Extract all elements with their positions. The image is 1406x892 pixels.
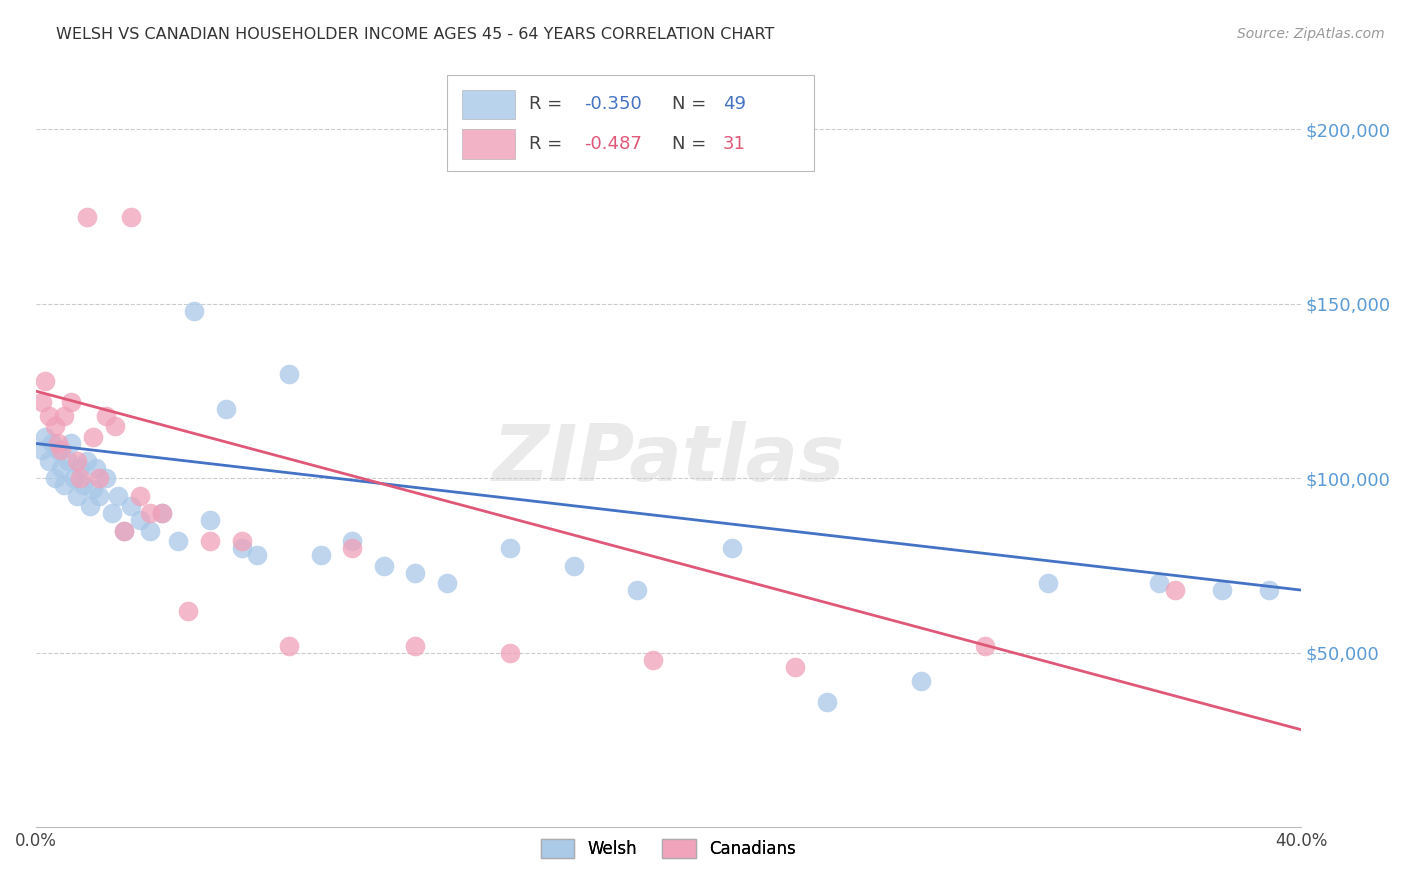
Point <box>46 436 69 450</box>
Point <box>167 534 190 549</box>
Point <box>373 558 395 573</box>
Point <box>436 576 458 591</box>
Point <box>59 436 82 450</box>
Point <box>46 443 69 458</box>
Point <box>720 541 742 556</box>
Point <box>139 506 162 520</box>
Point <box>1036 576 1059 591</box>
Point <box>84 461 107 475</box>
Point <box>562 558 585 573</box>
Point <box>198 513 221 527</box>
Point <box>72 478 94 492</box>
Point <box>41 436 63 450</box>
Point <box>82 429 104 443</box>
Point <box>215 401 238 416</box>
Point <box>120 500 142 514</box>
FancyBboxPatch shape <box>447 75 814 171</box>
Point <box>69 461 91 475</box>
Text: -0.487: -0.487 <box>583 135 641 153</box>
Point <box>973 639 995 653</box>
Text: Source: ZipAtlas.com: Source: ZipAtlas.com <box>1237 27 1385 41</box>
Point <box>114 524 136 538</box>
Point <box>129 513 152 527</box>
FancyBboxPatch shape <box>463 129 516 159</box>
Text: R =: R = <box>529 135 568 153</box>
Point <box>278 639 301 653</box>
Point <box>53 409 76 423</box>
Point <box>342 541 364 556</box>
Point <box>152 506 174 520</box>
Point <box>1163 583 1185 598</box>
Text: N =: N = <box>672 135 713 153</box>
Point <box>82 482 104 496</box>
Point <box>1147 576 1170 591</box>
Point <box>63 471 86 485</box>
Point <box>34 429 56 443</box>
Point <box>51 461 73 475</box>
Point <box>31 443 53 458</box>
Point <box>1258 583 1281 598</box>
Point <box>34 374 56 388</box>
Point <box>79 500 101 514</box>
Point <box>51 443 73 458</box>
Point <box>76 210 98 224</box>
Point <box>815 695 838 709</box>
Point <box>66 489 89 503</box>
Point <box>59 394 82 409</box>
Text: 49: 49 <box>723 95 745 113</box>
Point <box>309 548 332 562</box>
Point <box>1211 583 1233 598</box>
Point <box>129 489 152 503</box>
Text: 31: 31 <box>723 135 745 153</box>
Point <box>246 548 269 562</box>
Point <box>107 489 129 503</box>
Point <box>101 506 124 520</box>
Text: R =: R = <box>529 95 568 113</box>
Point <box>499 541 522 556</box>
Point <box>38 409 60 423</box>
Point <box>66 454 89 468</box>
Point <box>499 646 522 660</box>
Point <box>44 419 66 434</box>
Point <box>139 524 162 538</box>
Point <box>31 394 53 409</box>
Text: -0.350: -0.350 <box>583 95 641 113</box>
Point <box>120 210 142 224</box>
Point <box>76 454 98 468</box>
Point <box>114 524 136 538</box>
Point <box>89 471 111 485</box>
Point <box>404 639 426 653</box>
Point <box>198 534 221 549</box>
Point <box>783 660 806 674</box>
FancyBboxPatch shape <box>463 89 516 119</box>
Point <box>53 478 76 492</box>
Point <box>152 506 174 520</box>
Point <box>177 604 200 618</box>
Point <box>183 304 205 318</box>
Point <box>404 566 426 580</box>
Point <box>231 541 253 556</box>
Point <box>38 454 60 468</box>
Point <box>56 454 79 468</box>
Point <box>94 409 117 423</box>
Point <box>94 471 117 485</box>
Point <box>641 653 664 667</box>
Legend: Welsh, Canadians: Welsh, Canadians <box>534 832 803 865</box>
Point <box>626 583 648 598</box>
Text: WELSH VS CANADIAN HOUSEHOLDER INCOME AGES 45 - 64 YEARS CORRELATION CHART: WELSH VS CANADIAN HOUSEHOLDER INCOME AGE… <box>56 27 775 42</box>
Point <box>231 534 253 549</box>
Text: N =: N = <box>672 95 713 113</box>
Point <box>89 489 111 503</box>
Text: ZIPatlas: ZIPatlas <box>492 421 845 497</box>
Point <box>104 419 127 434</box>
Point <box>44 471 66 485</box>
Point <box>69 471 91 485</box>
Point <box>910 673 932 688</box>
Point <box>342 534 364 549</box>
Point <box>278 367 301 381</box>
